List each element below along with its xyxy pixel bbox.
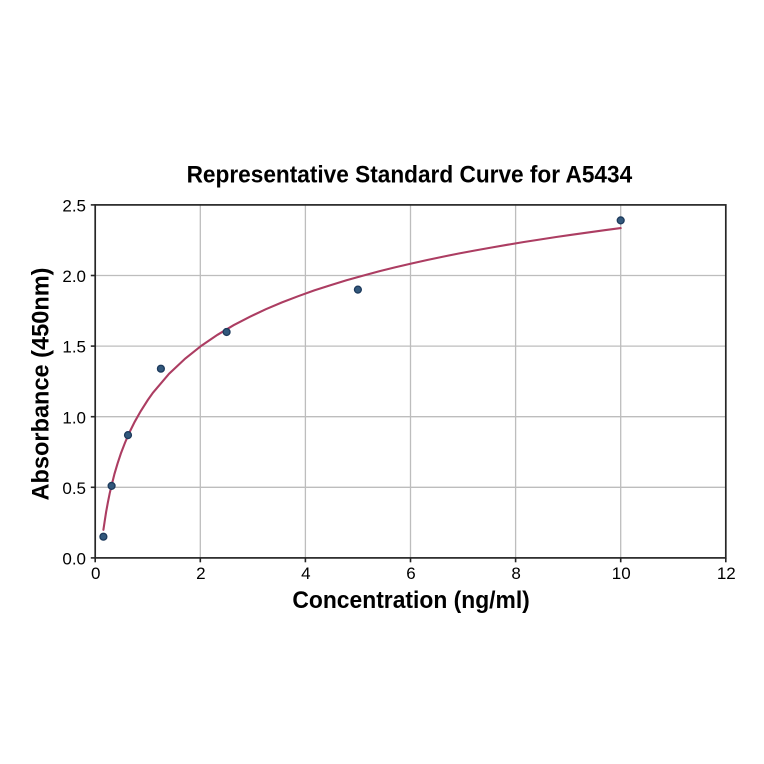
- svg-text:2.0: 2.0: [62, 267, 86, 286]
- svg-text:Absorbance (450nm): Absorbance (450nm): [27, 267, 54, 500]
- svg-text:0.5: 0.5: [62, 479, 86, 498]
- svg-text:2.5: 2.5: [62, 197, 86, 216]
- svg-text:0.0: 0.0: [62, 550, 86, 569]
- svg-text:Representative Standard Curve: Representative Standard Curve for A5434: [187, 161, 633, 188]
- svg-text:4: 4: [301, 564, 310, 583]
- svg-text:2: 2: [196, 564, 205, 583]
- svg-text:12: 12: [717, 564, 736, 583]
- svg-text:1.0: 1.0: [62, 408, 86, 427]
- svg-text:1.5: 1.5: [62, 338, 86, 357]
- svg-text:Concentration (ng/ml): Concentration (ng/ml): [292, 587, 529, 614]
- svg-text:8: 8: [511, 564, 520, 583]
- svg-text:10: 10: [612, 564, 631, 583]
- svg-text:0: 0: [91, 564, 100, 583]
- svg-text:6: 6: [406, 564, 415, 583]
